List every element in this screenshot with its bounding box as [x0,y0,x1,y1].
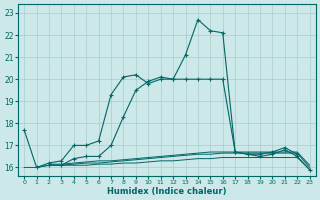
X-axis label: Humidex (Indice chaleur): Humidex (Indice chaleur) [107,187,227,196]
